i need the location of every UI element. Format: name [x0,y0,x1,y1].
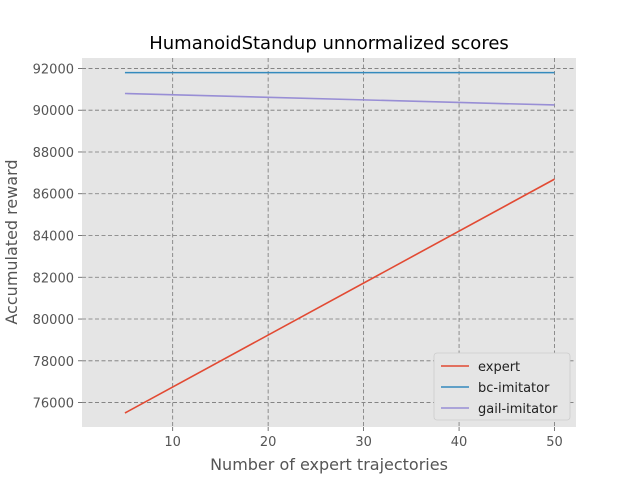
y-tick-label: 88000 [33,146,74,161]
x-tick-label: 10 [164,435,181,450]
series-line-gail-imitator [124,92,555,106]
x-tick-label: 50 [546,435,563,450]
y-tick-label: 92000 [33,62,74,77]
series-layer [124,71,555,414]
y-tick-label: 84000 [33,230,74,245]
y-axis-label: Accumulated reward [2,159,21,324]
y-tick-label: 78000 [33,355,74,370]
legend-label: expert [478,360,520,375]
x-tick-label: 20 [260,435,277,450]
y-tick-label: 80000 [33,313,74,328]
y-tick-labels: 76000 78000 80000 82000 84000 86000 88000 90000… [33,62,82,412]
legend-box [433,352,571,421]
legend-label: gail-imitator [478,402,558,417]
grid-lines [82,58,576,427]
x-tick-label: 40 [451,435,468,450]
y-tick-label: 86000 [33,188,74,203]
y-tick-label: 90000 [33,104,74,119]
x-tick-label: 30 [355,435,372,450]
x-axis-label: Number of expert trajectories [210,455,448,474]
legend: expert bc-imitator gail-imitator [433,352,571,421]
series-line-expert [124,178,555,414]
y-tick-label: 82000 [33,271,74,286]
chart-title: HumanoidStandup unnormalized scores [149,33,509,54]
x-tick-labels: 10 20 30 40 50 [164,427,563,450]
legend-label: bc-imitator [478,381,550,396]
y-tick-label: 76000 [33,397,74,412]
